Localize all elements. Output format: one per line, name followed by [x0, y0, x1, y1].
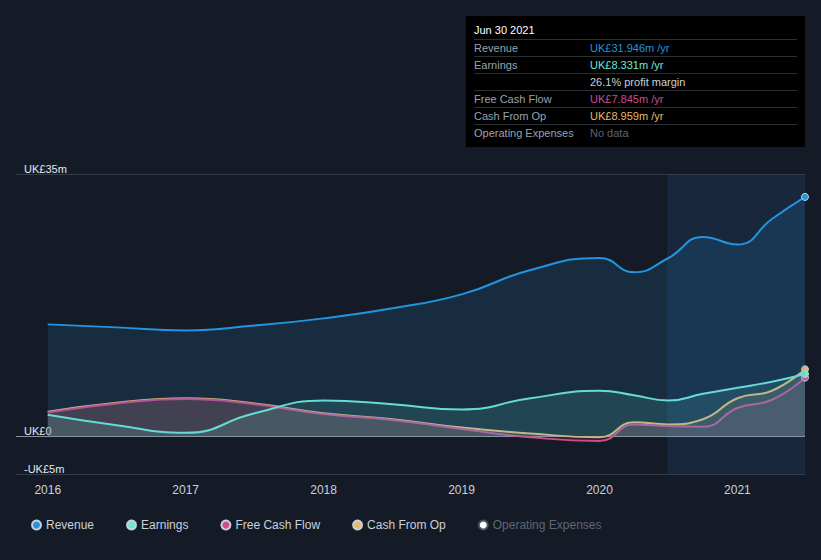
html-text:UK£31.946m /yr: UK£31.946m /yr	[590, 42, 670, 54]
html-text:UK£7.845m /yr: UK£7.845m /yr	[590, 93, 664, 105]
svg-text:2019: 2019	[448, 483, 475, 497]
svg-text:2016: 2016	[34, 483, 61, 497]
html-text:26.1% profit margin: 26.1% profit margin	[590, 76, 686, 88]
html-text:Free Cash Flow: Free Cash Flow	[474, 93, 552, 105]
html-text:Revenue: Revenue	[474, 42, 518, 54]
html-text:Cash From Op: Cash From Op	[474, 110, 547, 122]
svg-text:-UK£5m: -UK£5m	[24, 463, 64, 475]
html-text:No data: No data	[590, 127, 629, 139]
svg-text:Free Cash Flow: Free Cash Flow	[235, 518, 320, 532]
html-text:Earnings: Earnings	[474, 59, 518, 71]
svg-text:UK£35m: UK£35m	[24, 163, 67, 175]
svg-text:2018: 2018	[310, 483, 337, 497]
html-text:Jun 30 2021: Jun 30 2021	[474, 24, 535, 36]
svg-text:2020: 2020	[586, 483, 613, 497]
svg-text:UK£0: UK£0	[24, 425, 52, 437]
svg-text:Earnings: Earnings	[141, 518, 188, 532]
svg-text:Operating Expenses: Operating Expenses	[493, 518, 602, 532]
html-text:UK£8.959m /yr: UK£8.959m /yr	[590, 110, 664, 122]
svg-text:2021: 2021	[724, 483, 751, 497]
svg-text:Cash From Op: Cash From Op	[367, 518, 446, 532]
html-text:UK£8.331m /yr: UK£8.331m /yr	[590, 59, 664, 71]
svg-text:Revenue: Revenue	[46, 518, 94, 532]
html-text:Operating Expenses: Operating Expenses	[474, 127, 574, 139]
svg-text:2017: 2017	[172, 483, 199, 497]
